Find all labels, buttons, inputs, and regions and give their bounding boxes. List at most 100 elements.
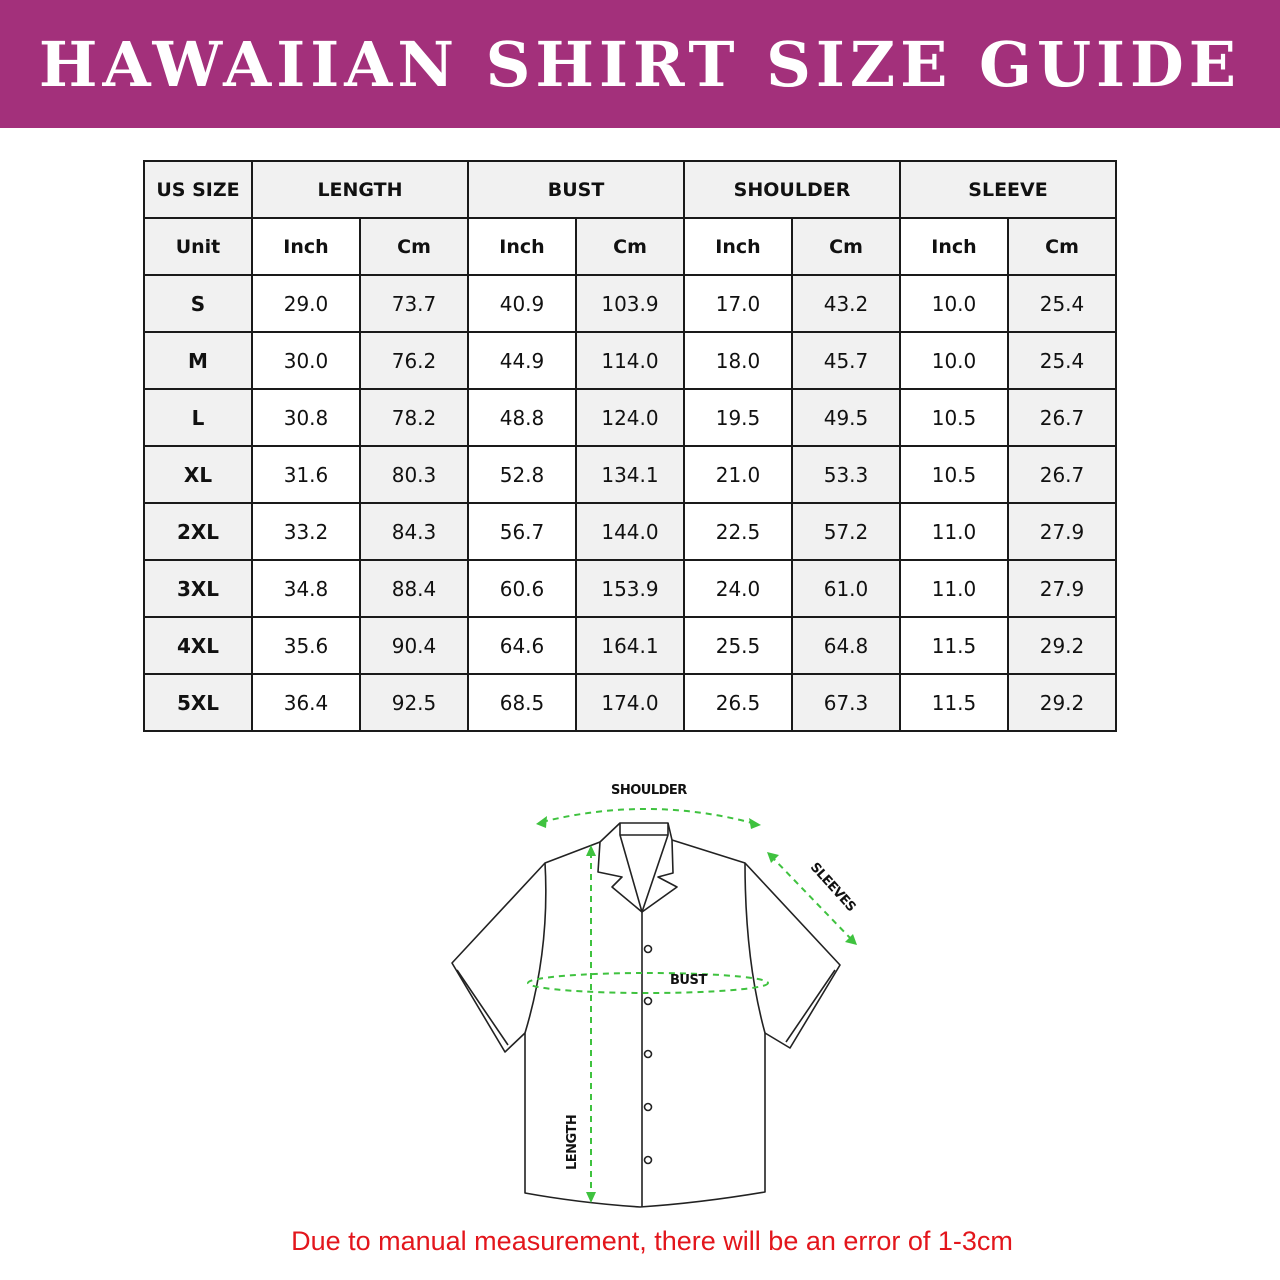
page-title: HAWAIIAN SHIRT SIZE GUIDE [38, 27, 1242, 101]
title-banner: HAWAIIAN SHIRT SIZE GUIDE [0, 0, 1280, 128]
value-cell: 33.2 [251, 502, 361, 561]
value-cell: 64.6 [467, 616, 577, 675]
unit-inch: Inch [251, 217, 361, 276]
bust-label: BUST [670, 973, 707, 988]
value-cell: 30.0 [251, 331, 361, 390]
unit-cm: Cm [791, 217, 901, 276]
value-cell: 103.9 [575, 274, 685, 333]
value-cell: 64.8 [791, 616, 901, 675]
value-cell: 27.9 [1007, 502, 1117, 561]
unit-inch: Inch [683, 217, 793, 276]
value-cell: 67.3 [791, 673, 901, 732]
table-row: M 30.0 76.2 44.9 114.0 18.0 45.7 10.0 25.4 [143, 331, 1117, 390]
value-cell: 19.5 [683, 388, 793, 447]
unit-inch: Inch [467, 217, 577, 276]
value-cell: 88.4 [359, 559, 469, 618]
value-cell: 44.9 [467, 331, 577, 390]
value-cell: 40.9 [467, 274, 577, 333]
value-cell: 84.3 [359, 502, 469, 561]
value-cell: 53.3 [791, 445, 901, 504]
value-cell: 164.1 [575, 616, 685, 675]
size-cell: 4XL [143, 616, 253, 675]
length-label: LENGTH [565, 1114, 580, 1170]
buttons [643, 944, 653, 1165]
value-cell: 31.6 [251, 445, 361, 504]
value-cell: 92.5 [359, 673, 469, 732]
size-cell: 2XL [143, 502, 253, 561]
value-cell: 10.5 [899, 445, 1009, 504]
size-cell: 5XL [143, 673, 253, 732]
bust-line [527, 972, 769, 994]
value-cell: 26.7 [1007, 388, 1117, 447]
value-cell: 29.2 [1007, 616, 1117, 675]
table-row: S 29.0 73.7 40.9 103.9 17.0 43.2 10.0 25.4 [143, 274, 1117, 333]
value-cell: 11.0 [899, 502, 1009, 561]
unit-label: Unit [143, 217, 253, 276]
value-cell: 25.4 [1007, 274, 1117, 333]
value-cell: 36.4 [251, 673, 361, 732]
value-cell: 21.0 [683, 445, 793, 504]
unit-row: Unit Inch Cm Inch Cm Inch Cm Inch Cm [143, 217, 1117, 276]
value-cell: 22.5 [683, 502, 793, 561]
unit-inch: Inch [899, 217, 1009, 276]
measure-lines [527, 807, 854, 1198]
table-row: 5XL 36.4 92.5 68.5 174.0 26.5 67.3 11.5 29.2 [143, 673, 1117, 732]
value-cell: 34.8 [251, 559, 361, 618]
value-cell: 27.9 [1007, 559, 1117, 618]
shoulder-arrow [541, 807, 757, 825]
table-row: 2XL 33.2 84.3 56.7 144.0 22.5 57.2 11.0 27.9 [143, 502, 1117, 561]
value-cell: 10.0 [899, 331, 1009, 390]
value-cell: 45.7 [791, 331, 901, 390]
value-cell: 10.5 [899, 388, 1009, 447]
value-cell: 57.2 [791, 502, 901, 561]
value-cell: 26.7 [1007, 445, 1117, 504]
size-cell: S [143, 274, 253, 333]
value-cell: 29.0 [251, 274, 361, 333]
value-cell: 73.7 [359, 274, 469, 333]
value-cell: 114.0 [575, 331, 685, 390]
header-shoulder: SHOULDER [683, 160, 901, 219]
value-cell: 76.2 [359, 331, 469, 390]
value-cell: 49.5 [791, 388, 901, 447]
header-bust: BUST [467, 160, 685, 219]
measurement-note: Due to manual measurement, there will be… [291, 1226, 1013, 1256]
value-cell: 11.5 [899, 673, 1009, 732]
table-row: L 30.8 78.2 48.8 124.0 19.5 49.5 10.5 26.7 [143, 388, 1117, 447]
header-row: US SIZE LENGTH BUST SHOULDER SLEEVE [143, 160, 1117, 219]
value-cell: 26.5 [683, 673, 793, 732]
size-cell: XL [143, 445, 253, 504]
unit-cm: Cm [575, 217, 685, 276]
size-cell: 3XL [143, 559, 253, 618]
unit-cm: Cm [1007, 217, 1117, 276]
unit-cm: Cm [359, 217, 469, 276]
table-row: 4XL 35.6 90.4 64.6 164.1 25.5 64.8 11.5 29.2 [143, 616, 1117, 675]
size-cell: M [143, 331, 253, 390]
value-cell: 48.8 [467, 388, 577, 447]
value-cell: 61.0 [791, 559, 901, 618]
table-row: XL 31.6 80.3 52.8 134.1 21.0 53.3 10.5 26.7 [143, 445, 1117, 504]
header-sleeve: SLEEVE [899, 160, 1117, 219]
value-cell: 153.9 [575, 559, 685, 618]
value-cell: 174.0 [575, 673, 685, 732]
value-cell: 24.0 [683, 559, 793, 618]
arrowheads [536, 816, 857, 1203]
value-cell: 68.5 [467, 673, 577, 732]
shoulder-label: SHOULDER [611, 783, 687, 798]
header-length: LENGTH [251, 160, 469, 219]
shirt-outline [451, 822, 841, 1208]
sleeve-arrow [770, 855, 854, 942]
size-table: US SIZE LENGTH BUST SHOULDER SLEEVE Unit… [143, 160, 1117, 732]
value-cell: 25.4 [1007, 331, 1117, 390]
value-cell: 52.8 [467, 445, 577, 504]
value-cell: 60.6 [467, 559, 577, 618]
value-cell: 134.1 [575, 445, 685, 504]
value-cell: 124.0 [575, 388, 685, 447]
value-cell: 35.6 [251, 616, 361, 675]
value-cell: 18.0 [683, 331, 793, 390]
value-cell: 25.5 [683, 616, 793, 675]
size-cell: L [143, 388, 253, 447]
value-cell: 144.0 [575, 502, 685, 561]
value-cell: 29.2 [1007, 673, 1117, 732]
value-cell: 11.5 [899, 616, 1009, 675]
